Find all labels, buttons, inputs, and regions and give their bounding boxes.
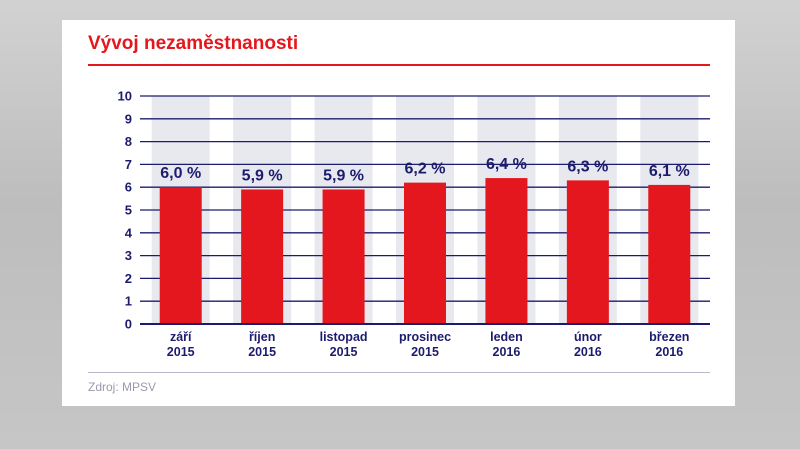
y-tick-label: 2: [125, 271, 132, 286]
y-tick-label: 10: [118, 89, 132, 104]
source-note: Zdroj: MPSV: [88, 380, 157, 394]
x-tick-label-year: 2016: [493, 345, 521, 359]
x-tick-label-month: březen: [649, 330, 689, 344]
x-tick-label-month: leden: [490, 330, 523, 344]
x-tick-label-month: říjen: [249, 330, 275, 344]
bar: [241, 189, 284, 324]
data-label: 5,9 %: [242, 167, 283, 184]
data-label: 5,9 %: [323, 167, 364, 184]
x-tick-label-year: 2015: [248, 345, 276, 359]
bar: [566, 180, 609, 324]
data-label: 6,1 %: [649, 163, 690, 180]
bar: [322, 189, 365, 324]
x-tick-label-year: 2015: [411, 345, 439, 359]
bar: [159, 187, 202, 324]
x-tick-label-month: listopad: [320, 330, 368, 344]
data-label: 6,4 %: [486, 156, 527, 173]
x-tick-label-month: prosinec: [399, 330, 451, 344]
x-tick-label-year: 2016: [655, 345, 683, 359]
y-tick-label: 0: [125, 317, 132, 332]
x-tick-label-month: únor: [574, 330, 602, 344]
y-tick-label: 1: [125, 294, 132, 309]
x-tick-label-year: 2015: [330, 345, 358, 359]
data-label: 6,0 %: [160, 165, 201, 182]
source-divider: [88, 372, 710, 373]
y-tick-label: 3: [125, 248, 132, 263]
data-label: 6,2 %: [405, 161, 446, 178]
x-tick-label-year: 2015: [167, 345, 195, 359]
y-tick-label: 8: [125, 134, 132, 149]
y-tick-label: 6: [125, 180, 132, 195]
title-divider: [88, 64, 710, 66]
bar: [485, 178, 528, 324]
chart-title: Vývoj nezaměstnanosti: [88, 33, 299, 54]
y-tick-label: 5: [125, 203, 132, 218]
data-label: 6,3 %: [567, 158, 608, 175]
x-tick-label-year: 2016: [574, 345, 602, 359]
y-tick-label: 9: [125, 111, 132, 126]
bar: [648, 184, 691, 324]
y-tick-label: 7: [125, 157, 132, 172]
x-tick-label-month: září: [170, 330, 192, 344]
y-tick-label: 4: [125, 225, 133, 240]
bar: [404, 182, 446, 324]
